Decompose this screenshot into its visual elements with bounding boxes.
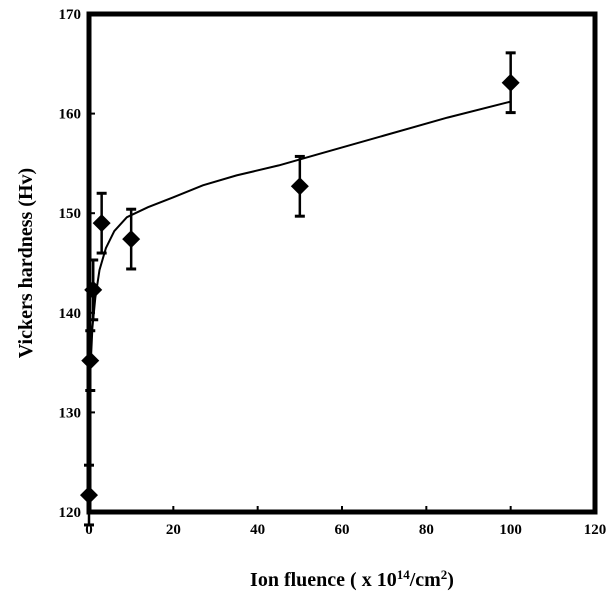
- x-tick-label: 0: [85, 522, 93, 538]
- data-point-marker: [290, 177, 309, 196]
- fit-curve: [88, 100, 511, 428]
- y-tick-label: 160: [59, 107, 82, 123]
- error-bars: [84, 51, 516, 527]
- data-point-marker: [81, 351, 100, 370]
- x-tick-label: 20: [166, 522, 181, 538]
- x-axis-ticks: 0 20 40 60 80 100 120: [85, 506, 606, 538]
- x-axis-title-part3: ): [447, 569, 454, 591]
- data-point-marker: [92, 214, 111, 233]
- y-tick-label: 130: [59, 405, 82, 421]
- x-axis-title: Ion fluence ( x 1014/cm2): [250, 567, 454, 592]
- y-axis-title: Vickers hardness (Hv): [15, 168, 37, 358]
- x-axis-title-part2: /cm: [409, 569, 441, 591]
- y-tick-label: 140: [59, 306, 82, 322]
- plot-frame: [86, 11, 598, 515]
- x-axis-title-sup: 14: [397, 567, 411, 582]
- data-point-marker: [84, 280, 103, 299]
- data-point-marker: [501, 73, 520, 92]
- x-axis-title-part1: Ion fluence ( x 10: [250, 569, 397, 591]
- y-tick-label: 170: [59, 7, 82, 23]
- x-tick-label: 60: [335, 522, 350, 538]
- x-tick-label: 80: [419, 522, 434, 538]
- data-point-marker: [80, 486, 98, 505]
- data-point-marker: [122, 230, 141, 249]
- x-axis-title-sup2: 2: [441, 567, 448, 582]
- data-markers: [80, 73, 520, 505]
- y-axis-ticks: 120 130 140 150 160 170: [59, 7, 95, 521]
- y-tick-label: 150: [59, 206, 82, 222]
- x-tick-label: 40: [250, 522, 265, 538]
- x-tick-label: 120: [584, 522, 607, 538]
- x-tick-label: 100: [499, 522, 522, 538]
- y-tick-label: 120: [59, 505, 82, 521]
